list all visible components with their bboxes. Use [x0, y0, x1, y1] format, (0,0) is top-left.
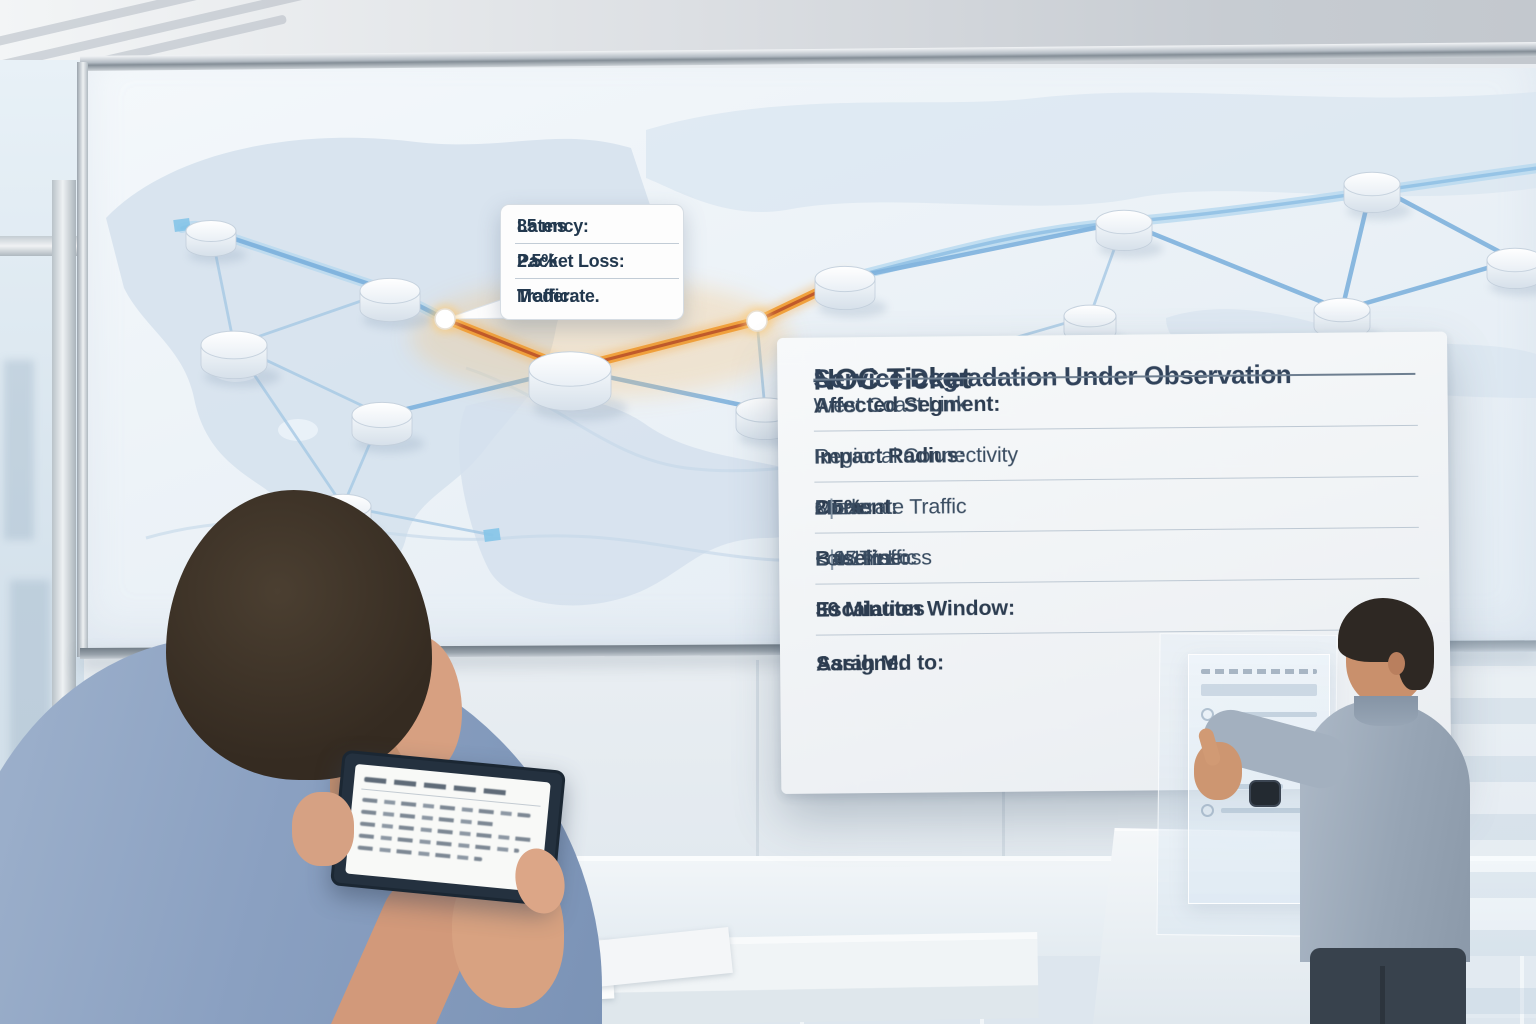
- tooltip-packet-loss-value: 2.5%: [517, 250, 557, 271]
- ticket-row-current: Current: 85 ms | 2.5% Loss | Moderate Tr…: [814, 476, 1419, 534]
- ticket-title: NOC Ticket – Service Degradation Under O…: [813, 358, 1417, 397]
- status-dot-icon: [1201, 804, 1214, 817]
- city-skyline-blur: [4, 360, 34, 540]
- standing-man-trousers: [1310, 948, 1466, 1024]
- garbled-text-line: [364, 776, 511, 796]
- glass-list-line: [1221, 712, 1317, 717]
- wall-seam: [756, 660, 759, 860]
- tooltip-latency-row: Latency: 85 ms: [501, 209, 683, 243]
- wristwatch: [1249, 780, 1281, 807]
- standing-man-hair: [1398, 620, 1434, 690]
- affected-segment-value: West Coast Link: [813, 391, 967, 418]
- glass-list-item: [1201, 804, 1317, 817]
- tooltip-traffic-row: Traffic: Moderate.: [501, 279, 683, 313]
- seated-man-hair: [166, 490, 432, 780]
- tooltip-traffic-value: Moderate.: [517, 285, 600, 306]
- window-mullion: [52, 180, 76, 740]
- tooltip-divider: [515, 278, 679, 279]
- current-traffic: Moderate Traffic: [814, 493, 967, 520]
- assigned-to-value: Sarah M.: [816, 650, 905, 676]
- baseline-traffic: Low Traffic: [814, 545, 917, 571]
- tooltip-packet-loss-row: Packet Loss: 2.5%: [501, 244, 683, 278]
- tooltip-traffic-label: Traffic:: [517, 285, 575, 306]
- ticket-row-baseline: Baseline: < 45 ms | < 0.1% Loss | Low Tr…: [814, 527, 1420, 585]
- glass-list-line: [1221, 808, 1308, 813]
- ticket-row-affected-segment: Affected Segment: West Coast Link: [813, 374, 1418, 432]
- garbled-glass-header: [1201, 669, 1317, 674]
- escalation-window-value: 30 Minutes: [815, 596, 925, 622]
- standing-man-ear: [1388, 652, 1405, 675]
- tooltip-latency-label: Latency:: [517, 215, 589, 236]
- ticket-row-escalation-window: Escalation Window: 30 Minutes: [815, 578, 1420, 636]
- tooltip-packet-loss-label: Packet Loss:: [517, 250, 625, 271]
- garbled-text-line: [357, 845, 483, 862]
- tooltip-divider: [515, 243, 679, 244]
- glass-search-bar: [1201, 684, 1317, 696]
- impact-radius-value: Regional Connectivity: [814, 442, 1018, 469]
- tooltip-latency-value: 85 ms: [517, 215, 567, 236]
- link-metrics-tooltip: Latency: 85 ms Packet Loss: 2.5% Traffic…: [500, 204, 684, 320]
- standing-man-collar: [1354, 696, 1418, 726]
- seated-man-left-hand: [292, 792, 354, 866]
- display-frame-left: [77, 62, 88, 657]
- ticket-row-impact-radius: Impact Radius: Regional Connectivity: [813, 425, 1419, 483]
